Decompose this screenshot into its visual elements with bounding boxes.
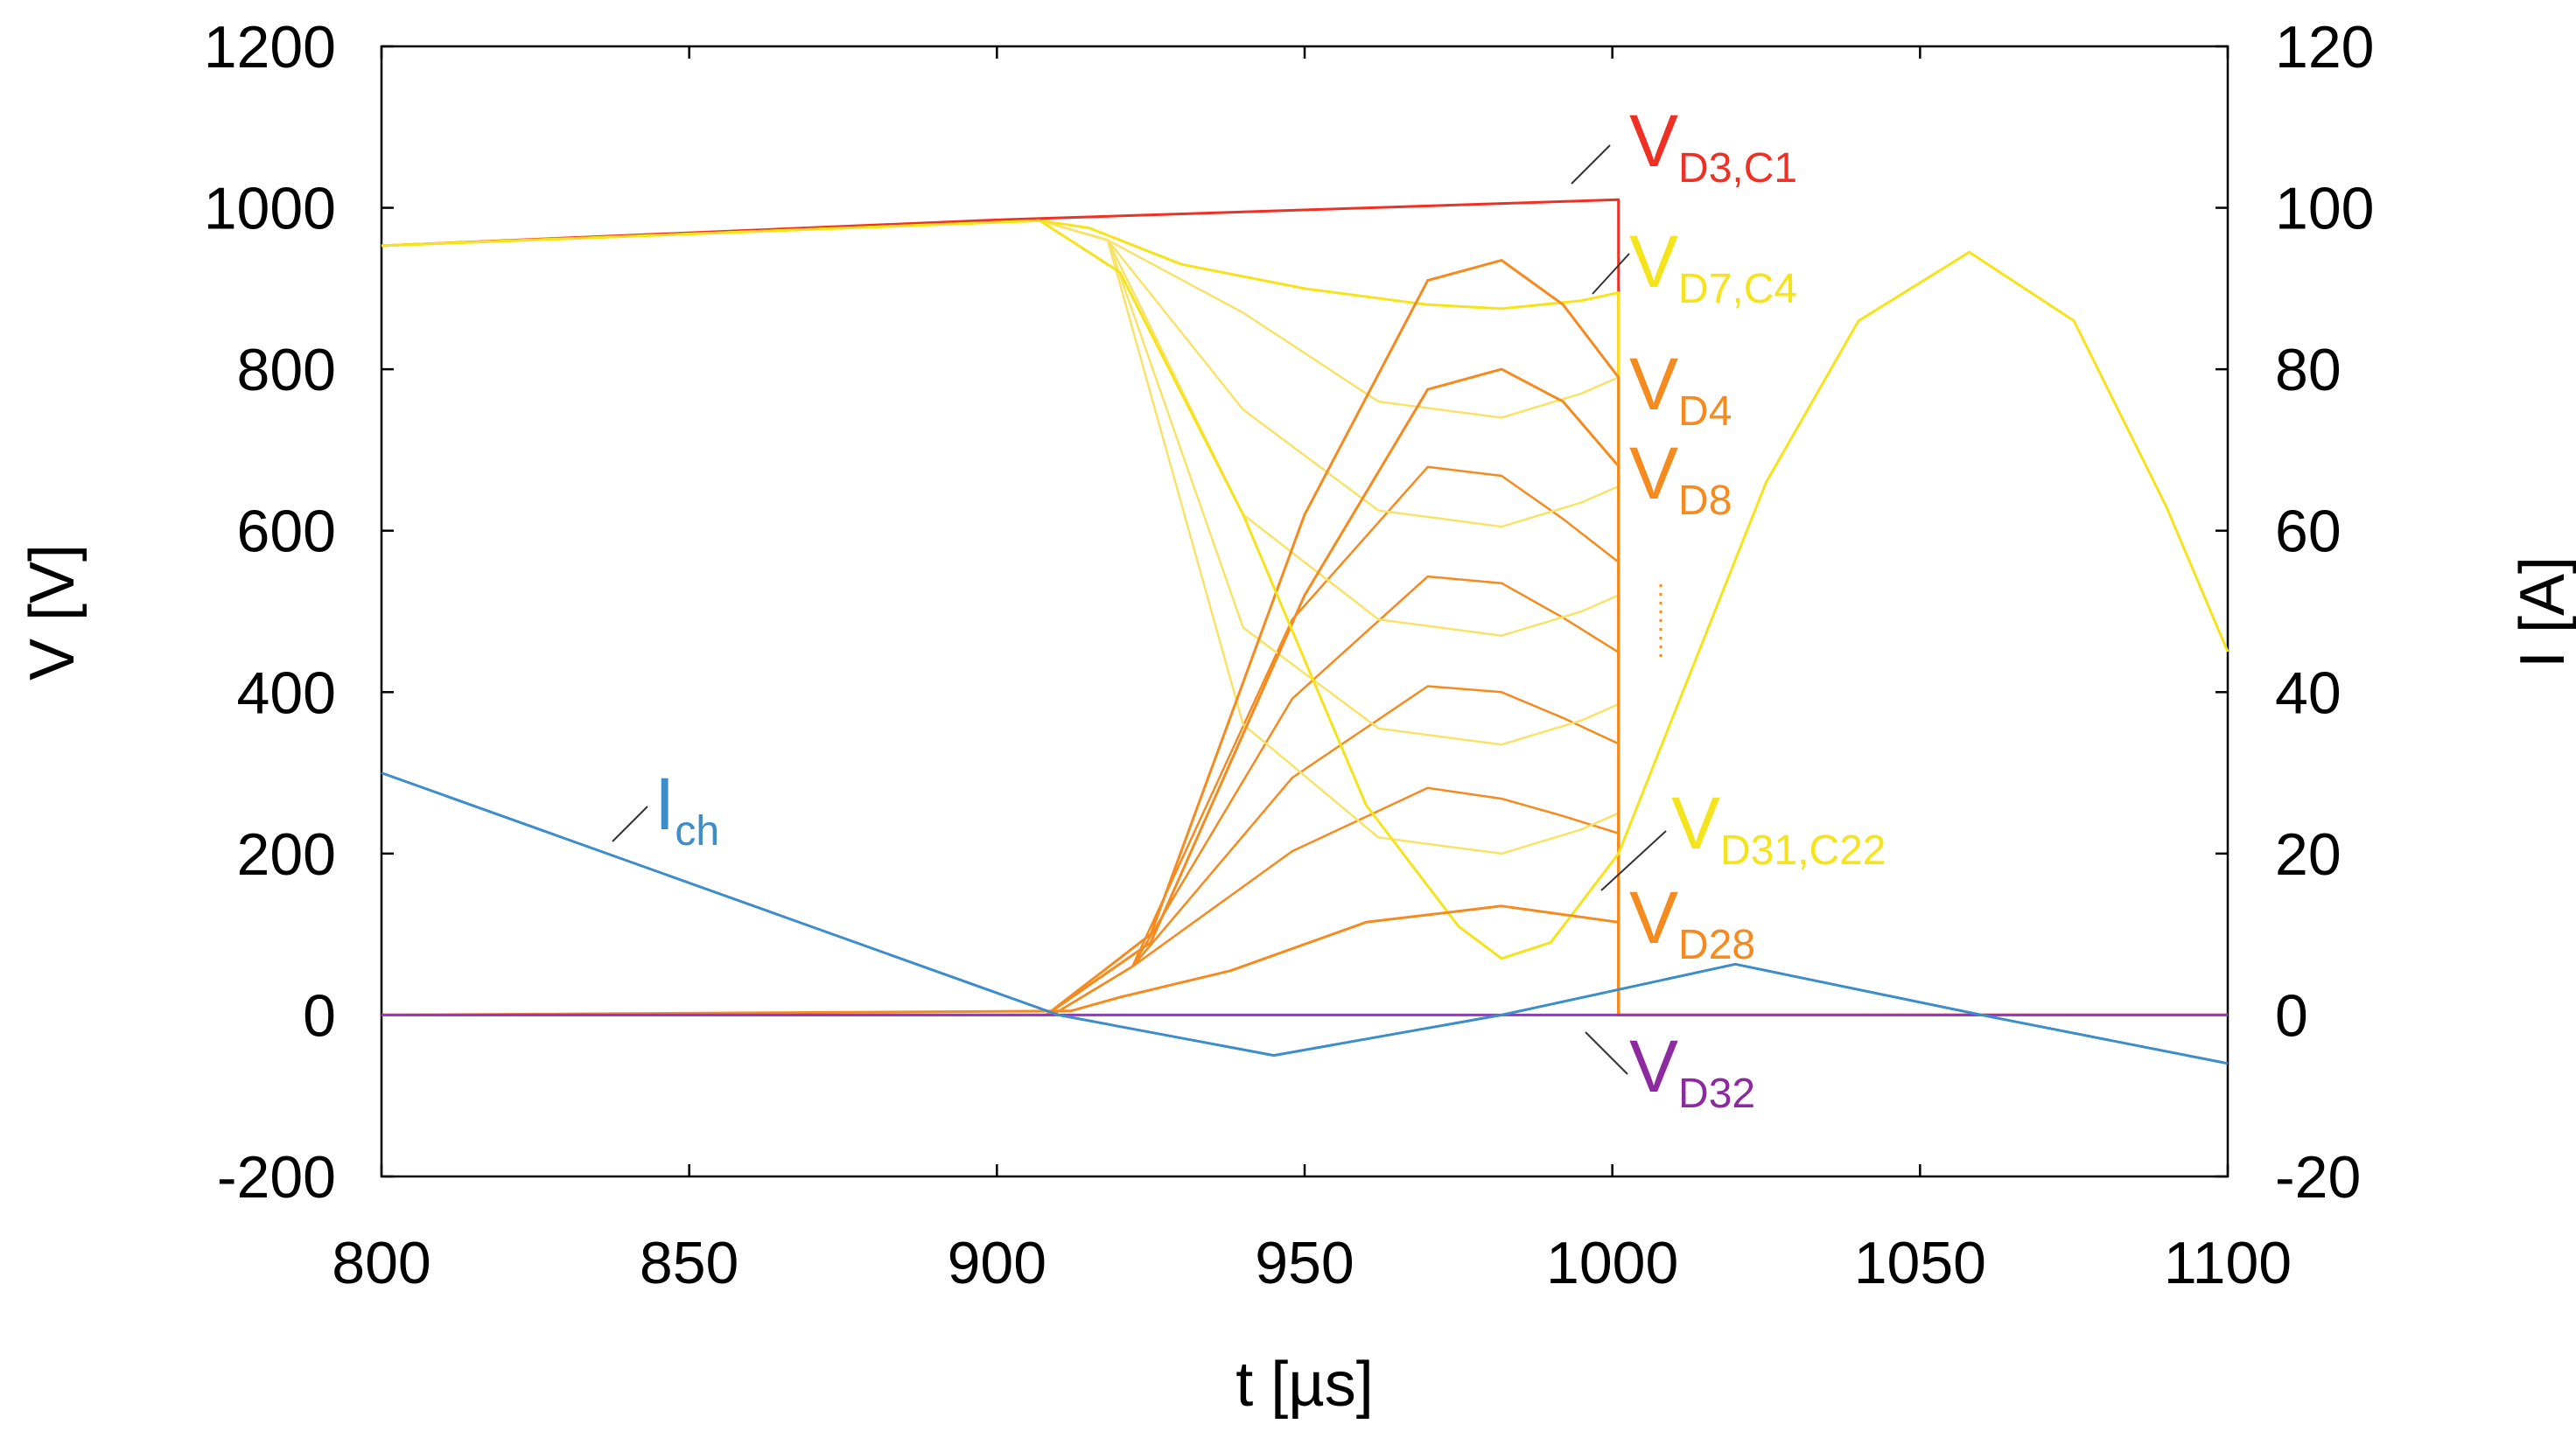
annotation-subscript: D32: [1678, 1071, 1755, 1117]
axis-tick-labels: 800 850 900 950 1000 1050 1100-200020040060080…: [204, 14, 2375, 1296]
data-series: [381, 198, 2230, 1065]
x-tick-label: 1050: [1854, 1230, 1986, 1296]
annotation-main: V: [1629, 432, 1678, 514]
series-line-vd-family: [381, 220, 1620, 855]
series-line-ich: [381, 771, 2229, 1065]
series-line-vd-family: [382, 465, 1620, 1016]
annotation-label: VD28: [1629, 876, 1755, 968]
annotation-main: V: [1629, 876, 1678, 959]
plot-frame: [380, 45, 2230, 1178]
series-line-vd28: [381, 904, 2228, 1016]
annotation-label: VD7,C4: [1592, 220, 1797, 312]
annotation-leader: [1600, 830, 1667, 891]
y-left-tick-label: 1000: [204, 176, 336, 242]
annotation-main: V: [1671, 782, 1720, 864]
series-line-vd-family: [381, 220, 1620, 637]
y-left-tick-label: 0: [303, 982, 336, 1049]
y-left-tick-label: 1200: [204, 14, 336, 80]
annotation-text: VD4: [1629, 343, 1732, 435]
y-axis-right-title: I [A]: [2508, 556, 2576, 668]
annotation-leader: [1571, 144, 1611, 185]
annotation-subscript: ch: [675, 808, 719, 855]
annotation-label: VD31,C22: [1600, 782, 1886, 891]
annotation-text: VD3,C1: [1629, 100, 1797, 192]
y-left-tick-label: -200: [217, 1144, 336, 1211]
y-right-tick-label: 20: [2275, 821, 2342, 888]
annotation-main: V: [1629, 220, 1678, 303]
series-line-vd-family: [381, 220, 1620, 528]
y-right-tick-label: 120: [2275, 14, 2374, 80]
annotation-leader: [1585, 1031, 1628, 1075]
annotation-label: VD8: [1629, 432, 1732, 524]
annotation-text: VD7,C4: [1629, 220, 1797, 312]
y-right-tick-label: 0: [2275, 982, 2308, 1049]
x-tick-label: 1000: [1546, 1230, 1678, 1296]
x-tick-label: 1100: [2164, 1230, 2292, 1296]
series-line-vd3-c1: [381, 198, 2228, 1016]
y-right-tick-label: 100: [2275, 176, 2374, 242]
y-right-tick-label: 80: [2275, 337, 2342, 403]
series-line-vd8: [382, 367, 2228, 1016]
series-line-vd31-c22: [381, 219, 2230, 960]
annotation-leader: [1592, 253, 1630, 295]
axis-ticks: [380, 45, 2230, 1178]
annotation-subscript: D8: [1678, 478, 1732, 524]
annotation-text: VD8: [1629, 432, 1732, 524]
x-axis-title: t [µs]: [1236, 1350, 1374, 1420]
y-right-tick-label: -20: [2275, 1144, 2361, 1211]
y-left-tick-label: 200: [237, 821, 336, 888]
y-left-tick-label: 600: [237, 499, 336, 565]
annotation-main: I: [654, 763, 675, 845]
annotation-subscript: D3,C1: [1678, 145, 1797, 192]
annotation-subscript: D7,C4: [1678, 266, 1797, 312]
annotation-label: VD32: [1585, 1025, 1755, 1117]
x-tick-label: 950: [1255, 1230, 1354, 1296]
annotation-label: Ich: [612, 763, 719, 855]
series-line-vd-family: [381, 220, 1620, 746]
x-tick-label: 900: [948, 1230, 1046, 1296]
series-line-vd7-c4: [381, 219, 2228, 1016]
y-left-tick-label: 400: [237, 660, 336, 726]
y-right-tick-label: 60: [2275, 499, 2342, 565]
series-line-vd-family: [382, 786, 1620, 1016]
annotation-main: V: [1629, 343, 1678, 425]
annotation-label: VD3,C1: [1571, 100, 1797, 192]
annotation-leader: [612, 806, 648, 842]
y-axis-left-title: V [V]: [18, 544, 88, 681]
annotation-label: VD4: [1629, 343, 1732, 435]
annotation-subscript: D31,C22: [1720, 827, 1886, 874]
series-line-vd-family: [382, 575, 1620, 1016]
annotation-subscript: D28: [1678, 922, 1755, 968]
series-line-vd4: [382, 259, 2228, 1016]
x-tick-label: 800: [332, 1230, 430, 1296]
annotation-main: V: [1629, 100, 1678, 182]
annotation-text: VD31,C22: [1671, 782, 1886, 874]
y-right-tick-label: 40: [2275, 660, 2342, 726]
annotation-text: VD28: [1629, 876, 1755, 968]
annotation-subscript: D4: [1678, 388, 1732, 435]
y-left-tick-label: 800: [237, 337, 336, 403]
annotation-text: VD32: [1629, 1025, 1755, 1117]
x-tick-label: 850: [640, 1230, 738, 1296]
annotation-text: Ich: [654, 763, 719, 855]
annotation-main: V: [1629, 1025, 1678, 1107]
